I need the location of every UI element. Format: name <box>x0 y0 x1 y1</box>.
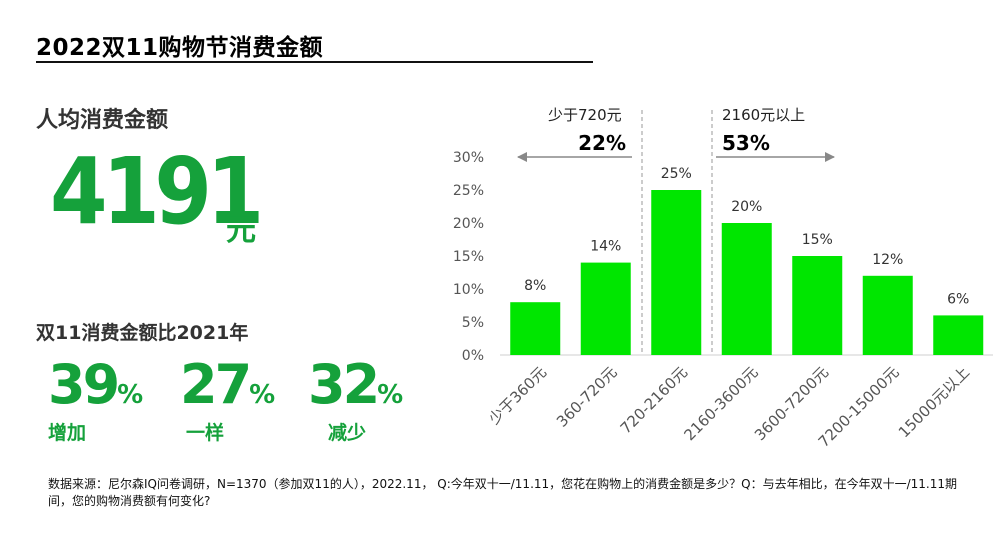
stat-decrease-caption: 减少 <box>328 422 367 444</box>
x-category-label: 7200-15000元 <box>815 363 903 451</box>
y-tick-label: 5% <box>462 315 484 331</box>
data-source-note: 数据来源：尼尔森IQ问卷调研，N=1370（参加双11的人），2022.11， … <box>48 477 957 508</box>
x-category-label: 15000元以上 <box>895 363 973 441</box>
bar-value-label: 15% <box>802 232 833 248</box>
stat-same: 27% 一样 <box>180 358 290 445</box>
y-tick-label: 0% <box>462 348 484 364</box>
annotation-value-low: 22% <box>578 131 626 155</box>
avg-spend-value: 4191 <box>50 138 264 245</box>
bar <box>933 315 984 355</box>
title-underline <box>36 61 593 63</box>
annotation-label-low: 少于720元 <box>548 106 622 124</box>
y-tick-label: 20% <box>453 216 484 232</box>
page-title: 2022双11购物节消费金额 <box>36 35 324 61</box>
stat-increase: 39% 增加 <box>48 358 158 445</box>
annotation-value-high: 53% <box>722 131 770 155</box>
x-category-label: 360-720元 <box>553 363 621 431</box>
bar-value-label: 12% <box>872 252 903 268</box>
compare-label: 双11消费金额比2021年 <box>36 322 249 344</box>
bar-value-label: 20% <box>731 199 762 215</box>
bar-value-label: 6% <box>947 291 969 307</box>
stat-same-value: 27% <box>180 353 276 416</box>
bar <box>862 275 913 355</box>
y-tick-label: 25% <box>453 183 484 199</box>
bar <box>792 256 843 355</box>
x-category-label: 3600-7200元 <box>751 363 832 444</box>
bar <box>651 190 702 355</box>
bar <box>510 302 561 355</box>
bar-value-label: 14% <box>590 239 621 255</box>
y-tick-label: 10% <box>453 282 484 298</box>
bar <box>721 223 772 355</box>
stat-same-caption: 一样 <box>186 422 225 444</box>
stat-increase-caption: 增加 <box>48 422 87 444</box>
x-category-label: 少于360元 <box>485 363 550 428</box>
x-category-label: 2160-3600元 <box>680 363 761 444</box>
bar-value-label: 8% <box>524 278 546 294</box>
bar-value-label: 25% <box>661 166 692 182</box>
x-category-label: 720-2160元 <box>617 363 691 437</box>
stat-increase-value: 39% <box>48 353 144 416</box>
avg-spend-label: 人均消费金额 <box>36 108 169 133</box>
y-tick-label: 15% <box>453 249 484 265</box>
bar <box>580 262 631 355</box>
avg-spend-unit: 元 <box>226 213 256 248</box>
y-tick-label: 30% <box>453 150 484 166</box>
stat-decrease: 32% 减少 <box>308 358 418 445</box>
annotation-label-high: 2160元以上 <box>722 106 805 124</box>
stat-decrease-value: 32% <box>308 353 404 416</box>
